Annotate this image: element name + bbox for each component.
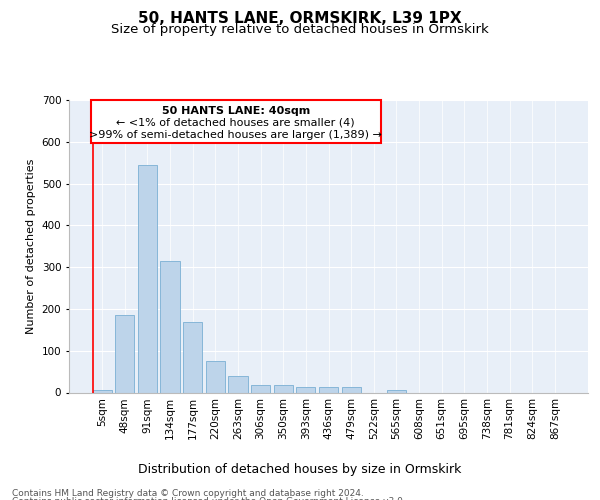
Text: Size of property relative to detached houses in Ormskirk: Size of property relative to detached ho… [111,23,489,36]
Text: Distribution of detached houses by size in Ormskirk: Distribution of detached houses by size … [139,463,461,476]
Bar [160,261,180,392]
Bar [138,165,157,392]
Bar [92,390,112,392]
Bar [387,390,406,392]
Text: ← <1% of detached houses are smaller (4): ← <1% of detached houses are smaller (4) [116,118,355,128]
Bar [251,385,270,392]
Bar [296,388,316,392]
Text: 50 HANTS LANE: 40sqm: 50 HANTS LANE: 40sqm [161,106,310,116]
Bar [274,385,293,392]
Bar [115,315,134,392]
Text: Contains public sector information licensed under the Open Government Licence v3: Contains public sector information licen… [12,498,406,500]
Text: >99% of semi-detached houses are larger (1,389) →: >99% of semi-detached houses are larger … [89,130,382,140]
Bar [229,376,248,392]
Text: Contains HM Land Registry data © Crown copyright and database right 2024.: Contains HM Land Registry data © Crown c… [12,488,364,498]
Bar [319,388,338,392]
Text: 50, HANTS LANE, ORMSKIRK, L39 1PX: 50, HANTS LANE, ORMSKIRK, L39 1PX [138,11,462,26]
Y-axis label: Number of detached properties: Number of detached properties [26,158,36,334]
Bar [206,361,225,392]
Bar [341,388,361,392]
Bar [183,322,202,392]
